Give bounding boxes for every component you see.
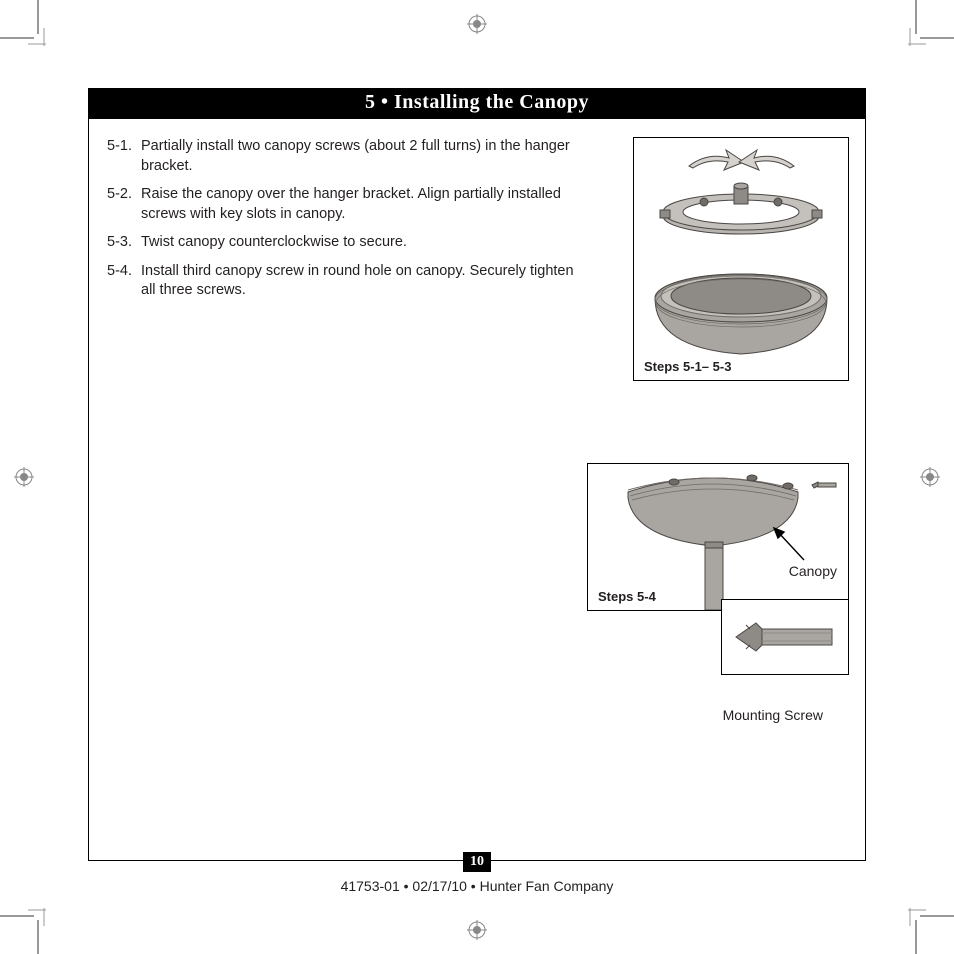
crop-mark-tl [0,0,52,52]
instruction-list: 5-1. Partially install two canopy screws… [107,137,587,301]
page-content: 5 • Installing the Canopy 5-1. Partially… [88,88,866,866]
step-text: Raise the canopy over the hanger bracket… [141,185,587,224]
canopy-label: Canopy [789,563,837,579]
step-number: 5-2. [107,185,141,224]
registration-mark-left [14,467,34,487]
step-number: 5-3. [107,233,141,253]
step-text: Install third canopy screw in round hole… [141,262,587,301]
section-header: 5 • Installing the Canopy [88,88,866,119]
page-number: 10 [463,852,491,872]
step-number: 5-1. [107,137,141,176]
mounting-screw-label: Mounting Screw [723,707,823,723]
crop-mark-bl [0,902,52,954]
figure-caption: Steps 5-4 [596,589,658,604]
figure-caption: Steps 5-1– 5-3 [642,359,733,374]
step-text: Partially install two canopy screws (abo… [141,137,587,176]
registration-mark-right [920,467,940,487]
crop-mark-tr [902,0,954,52]
instruction-item: 5-1. Partially install two canopy screws… [107,137,587,176]
registration-mark-top [467,14,487,34]
step-text: Twist canopy counterclockwise to secure. [141,233,587,253]
registration-mark-bottom [467,920,487,940]
instruction-item: 5-4. Install third canopy screw in round… [107,262,587,301]
instruction-item: 5-2. Raise the canopy over the hanger br… [107,185,587,224]
figure-steps-5-1-to-5-3: Steps 5-1– 5-3 [633,137,849,381]
figure-steps-5-4: Steps 5-4 [587,463,849,611]
content-frame: 5-1. Partially install two canopy screws… [88,119,866,861]
crop-mark-br [902,902,954,954]
step-number: 5-4. [107,262,141,301]
footer-text: 41753-01 • 02/17/10 • Hunter Fan Company [341,878,614,894]
instruction-item: 5-3. Twist canopy counterclockwise to se… [107,233,587,253]
mounting-screw-detail [721,599,849,675]
